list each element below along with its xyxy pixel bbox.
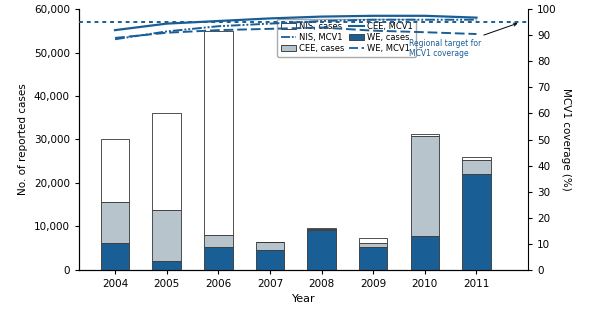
Bar [307,229,336,230]
Bar [256,250,284,270]
Bar [307,228,336,229]
Bar [152,113,181,210]
Bar [410,236,439,270]
Bar [463,174,490,270]
Bar [307,230,336,270]
Bar [204,247,232,270]
Bar [204,235,232,247]
Bar [101,140,129,202]
Bar [359,243,387,247]
Bar [359,247,387,270]
Bar [101,243,129,270]
Bar [152,261,181,270]
Bar [204,31,232,235]
X-axis label: Year: Year [292,294,315,304]
Bar [463,160,490,174]
Text: Regional target for
MCV1 coverage: Regional target for MCV1 coverage [409,23,517,58]
Y-axis label: No. of reported cases: No. of reported cases [18,84,29,195]
Bar [410,134,439,136]
Bar [101,202,129,243]
Bar [256,242,284,250]
Bar [463,157,490,160]
Bar [359,238,387,243]
Bar [152,210,181,261]
Y-axis label: MCV1 coverage (%): MCV1 coverage (%) [561,88,571,191]
Legend: NIS, cases, NIS, MCV1, CEE, cases, CEE, MCV1, WE, cases, WE, MCV1: NIS, cases, NIS, MCV1, CEE, cases, CEE, … [277,19,416,56]
Bar [410,136,439,236]
